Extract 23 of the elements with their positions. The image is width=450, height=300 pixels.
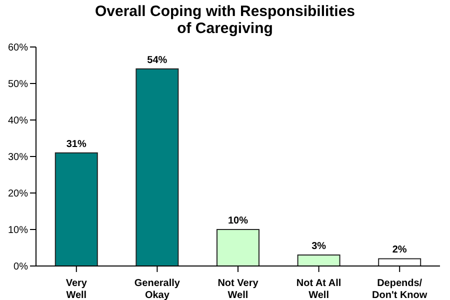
data-label: 2% xyxy=(392,244,407,256)
y-tick-label: 0% xyxy=(14,262,28,273)
y-tick-label: 30% xyxy=(8,152,28,164)
y-tick-label: 20% xyxy=(8,188,28,200)
bar xyxy=(378,258,422,266)
x-tick-label: Very Well xyxy=(66,278,88,300)
x-tick-label: Not Very Well xyxy=(218,278,259,300)
data-label: 3% xyxy=(312,241,326,252)
x-tick-label: Depends/ Don't Know xyxy=(372,278,428,300)
x-tick-label: Not At All Well xyxy=(296,278,342,300)
y-tick-label: 10% xyxy=(8,225,28,236)
y-tick-label: 40% xyxy=(8,116,28,127)
data-label: 54% xyxy=(147,54,168,66)
x-tick-label: Generally Okay xyxy=(134,278,180,300)
bar xyxy=(136,68,179,266)
y-tick-label: 50% xyxy=(8,79,28,90)
data-label: 10% xyxy=(228,216,248,226)
data-label: 31% xyxy=(66,138,87,150)
bar xyxy=(54,152,98,266)
bar xyxy=(216,229,260,266)
chart-title: Overall Coping with Responsibilities of Caregiving xyxy=(94,3,356,37)
bar xyxy=(297,254,340,266)
y-tick-label: 60% xyxy=(8,42,28,54)
